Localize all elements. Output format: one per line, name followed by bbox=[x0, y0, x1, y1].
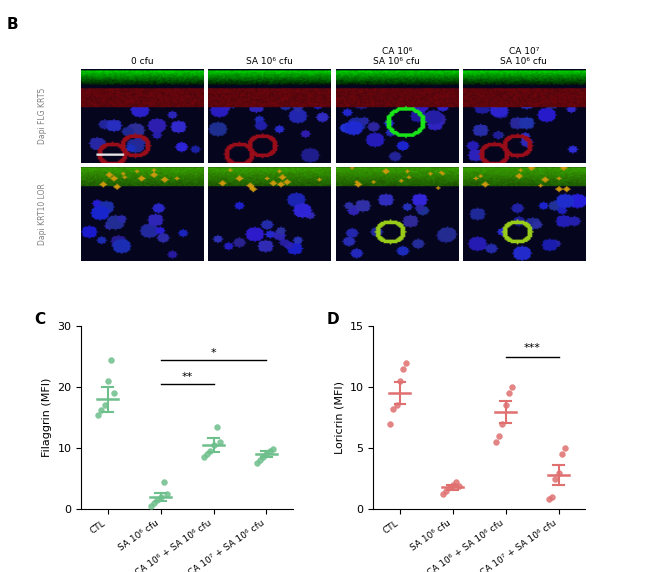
Point bbox=[544, 495, 554, 504]
Text: Dapi KRT10 LOR: Dapi KRT10 LOR bbox=[38, 182, 47, 244]
Point bbox=[162, 489, 172, 498]
Point bbox=[491, 438, 501, 447]
Text: B: B bbox=[6, 17, 18, 32]
Point bbox=[99, 401, 110, 410]
Text: *: * bbox=[211, 348, 216, 358]
Point bbox=[454, 482, 464, 491]
Point bbox=[211, 422, 222, 431]
Y-axis label: Loricrin (MFI): Loricrin (MFI) bbox=[334, 381, 344, 454]
Point bbox=[395, 376, 405, 386]
Point bbox=[497, 419, 508, 428]
Point bbox=[255, 456, 265, 465]
Y-axis label: Filaggrin (MFI): Filaggrin (MFI) bbox=[42, 378, 52, 458]
Point bbox=[504, 389, 514, 398]
Point bbox=[209, 440, 219, 450]
Title: CA 10⁶
SA 10⁶ cfu: CA 10⁶ SA 10⁶ cfu bbox=[373, 47, 420, 66]
Point bbox=[438, 490, 448, 499]
Point bbox=[398, 364, 408, 374]
Text: **: ** bbox=[181, 372, 192, 382]
Point bbox=[553, 468, 564, 477]
Point bbox=[265, 447, 275, 456]
Point bbox=[560, 443, 570, 452]
Point bbox=[199, 452, 209, 462]
Point bbox=[93, 410, 103, 419]
Point bbox=[547, 492, 558, 502]
Point bbox=[494, 431, 504, 440]
Point bbox=[550, 474, 560, 483]
Point bbox=[401, 358, 411, 367]
Point bbox=[159, 477, 169, 486]
Point bbox=[258, 452, 268, 462]
Point bbox=[507, 383, 517, 392]
Point bbox=[96, 406, 107, 415]
Point bbox=[441, 486, 452, 495]
Point bbox=[103, 376, 113, 386]
Title: CA 10⁷
SA 10⁶ cfu: CA 10⁷ SA 10⁶ cfu bbox=[500, 47, 547, 66]
Text: ***: *** bbox=[524, 343, 541, 353]
Point bbox=[202, 450, 213, 459]
Point bbox=[556, 450, 567, 459]
Point bbox=[445, 483, 455, 492]
Point bbox=[146, 502, 156, 511]
Point bbox=[155, 492, 166, 502]
Point bbox=[214, 438, 225, 447]
Point bbox=[109, 389, 119, 398]
Point bbox=[106, 355, 116, 364]
Point bbox=[205, 447, 216, 456]
Point bbox=[385, 419, 395, 428]
Point bbox=[391, 401, 402, 410]
Point bbox=[500, 401, 511, 410]
Point bbox=[450, 478, 461, 487]
Point bbox=[252, 459, 262, 468]
Text: Dapi FLG KRT5: Dapi FLG KRT5 bbox=[38, 88, 47, 144]
Title: 0 cfu: 0 cfu bbox=[131, 57, 153, 66]
Point bbox=[268, 445, 278, 454]
Point bbox=[388, 404, 398, 414]
Point bbox=[261, 450, 272, 459]
Point bbox=[447, 480, 458, 489]
Text: D: D bbox=[327, 312, 339, 327]
Text: C: C bbox=[34, 312, 46, 327]
Point bbox=[149, 498, 159, 507]
Point bbox=[152, 495, 162, 505]
Title: SA 10⁶ cfu: SA 10⁶ cfu bbox=[246, 57, 293, 66]
